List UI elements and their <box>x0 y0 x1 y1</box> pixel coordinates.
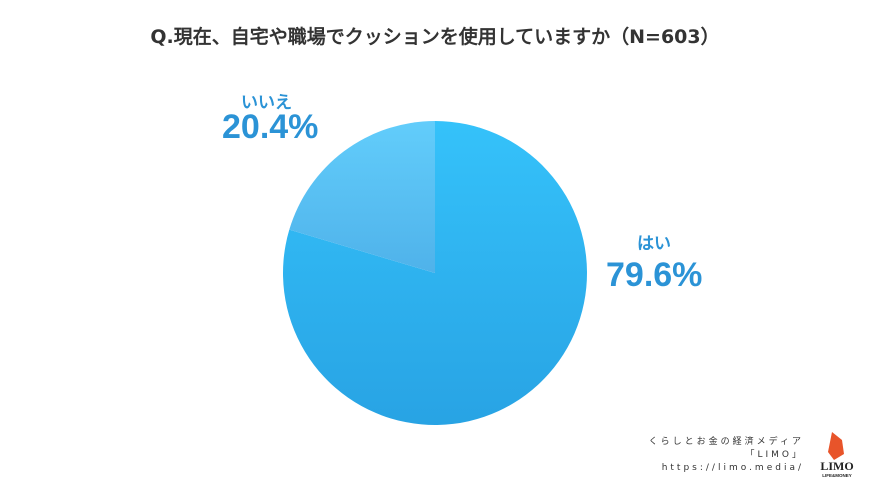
slice-label-no: いいえ <box>241 93 292 112</box>
credit-line-2: 「LIMO」 <box>745 450 804 460</box>
data-label-yes: 79.6% <box>606 256 703 294</box>
source-credit: くらしとお金の経済メディア 「LIMO」 https://limo.media/ <box>649 436 804 475</box>
svg-text:LIMO: LIMO <box>820 459 853 473</box>
credit-line-3: https://limo.media/ <box>661 463 804 473</box>
slice-label-yes: はい <box>637 234 671 253</box>
limo-logo: LIMO LIFE&MONEY <box>820 432 854 478</box>
data-label-no: 20.4% <box>222 108 319 146</box>
chart-title: Q.現在、自宅や職場でクッションを使用していますか（N=603） <box>150 26 720 48</box>
pie-slice-no <box>289 120 435 273</box>
credit-line-1: くらしとお金の経済メディア <box>648 437 804 447</box>
svg-text:LIFE&MONEY: LIFE&MONEY <box>822 473 852 478</box>
